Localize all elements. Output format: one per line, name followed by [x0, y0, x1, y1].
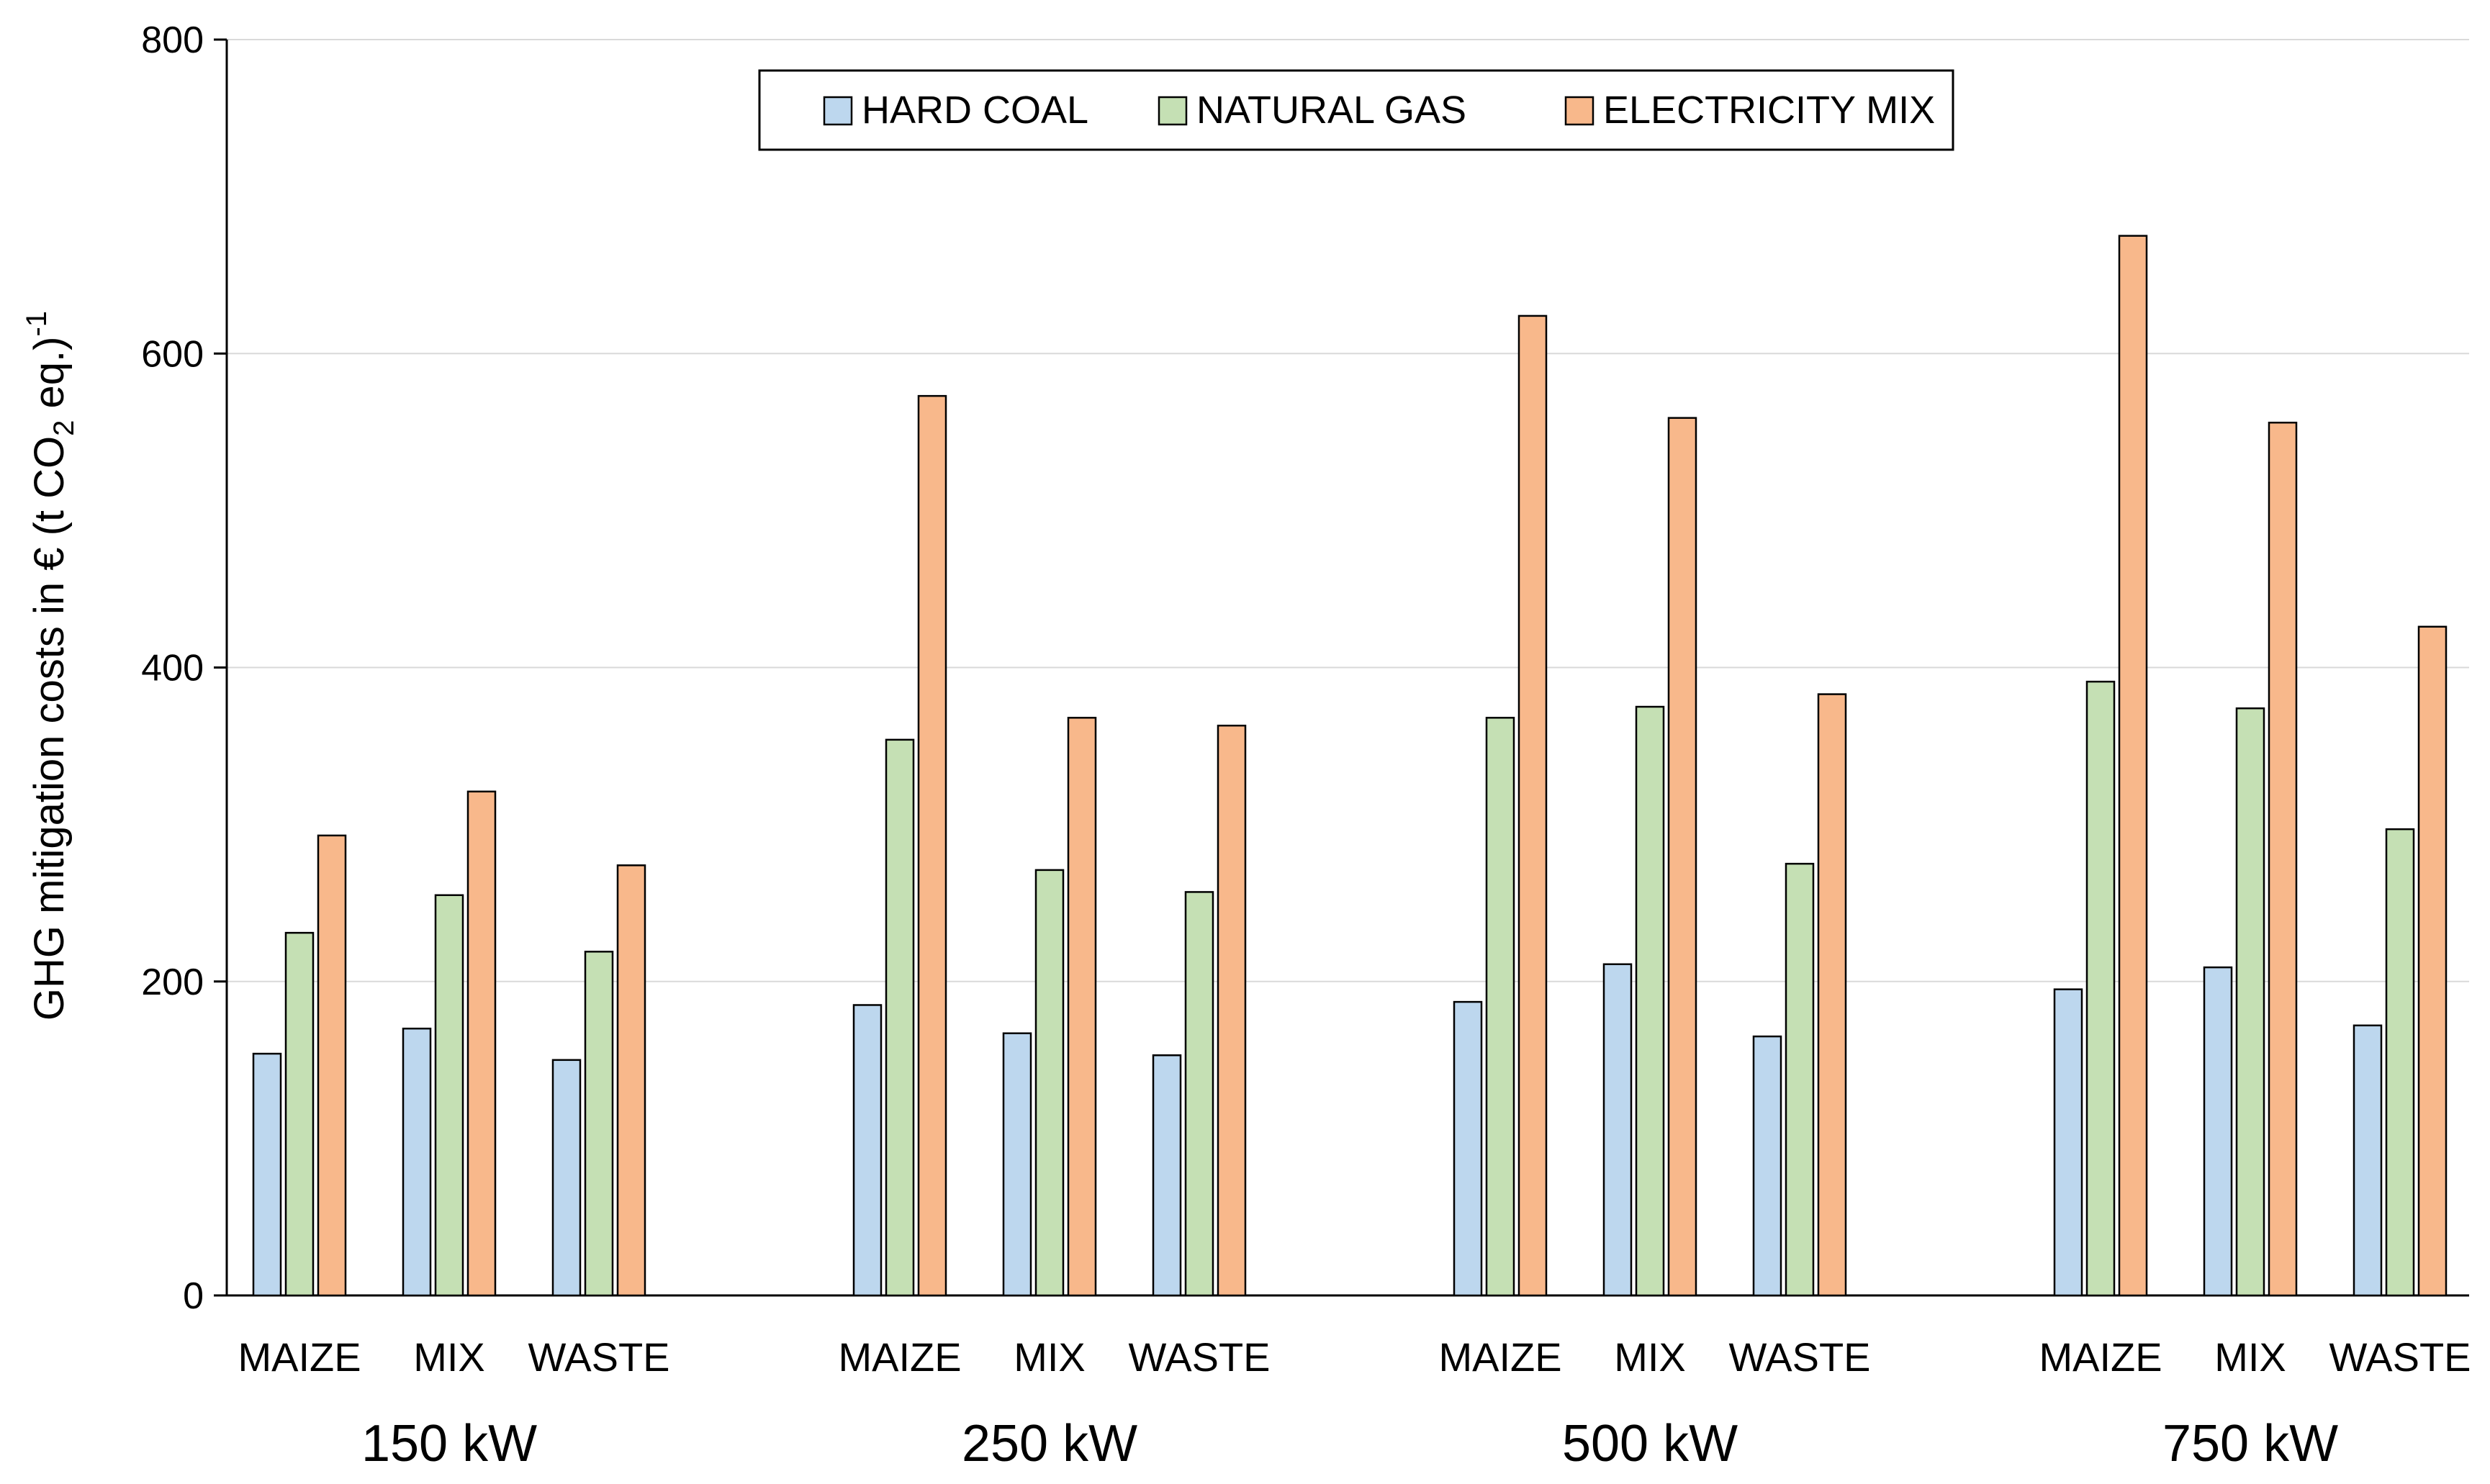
bar-natural-gas	[885, 738, 915, 1297]
bar-natural-gas	[2085, 680, 2116, 1297]
bar-hard-coal	[1752, 1035, 1782, 1297]
category-label: WASTE	[528, 1334, 669, 1380]
y-axis-label-middle: eq.)	[26, 337, 73, 420]
bar-hard-coal	[852, 1004, 883, 1297]
bar-electricity-mix	[917, 394, 947, 1297]
bar-hard-coal	[2203, 966, 2233, 1297]
category-label: MIX	[413, 1334, 485, 1380]
bar-electricity-mix	[2417, 625, 2448, 1297]
category-label: MIX	[1614, 1334, 1686, 1380]
bar-natural-gas	[2385, 828, 2415, 1297]
bar-hard-coal	[1152, 1054, 1182, 1297]
bar-natural-gas	[1785, 862, 1815, 1297]
category-label: MIX	[2214, 1334, 2286, 1380]
bar-natural-gas	[2235, 707, 2265, 1297]
bar-hard-coal	[1602, 963, 1633, 1297]
category-label: MIX	[1014, 1334, 1086, 1380]
y-axis-label-prefix: GHG mitigation costs in € (t CO	[26, 436, 73, 1021]
bar-natural-gas	[1034, 869, 1065, 1297]
y-tick-label: 0	[183, 1275, 204, 1317]
bar-electricity-mix	[317, 834, 347, 1297]
bar-electricity-mix	[2268, 421, 2298, 1297]
bar-hard-coal	[2053, 988, 2083, 1297]
group-label: 250 kW	[962, 1415, 1137, 1472]
bar-hard-coal	[1453, 1000, 1483, 1297]
bar-natural-gas	[284, 931, 315, 1297]
category-label: MAIZE	[2039, 1334, 2162, 1380]
bar-natural-gas	[1184, 891, 1214, 1297]
y-tick-label: 600	[141, 333, 204, 375]
y-axis-label: GHG mitigation costs in € (t CO2 eq.)-1	[21, 311, 80, 1021]
legend-box	[758, 69, 1954, 151]
bar-electricity-mix	[1067, 717, 1097, 1297]
legend-swatch	[1158, 96, 1188, 126]
bars	[252, 235, 2448, 1297]
bar-hard-coal	[402, 1027, 432, 1297]
bar-natural-gas	[584, 951, 614, 1297]
category-label: WASTE	[2329, 1334, 2471, 1380]
legend-label: HARD COAL	[862, 89, 1088, 132]
y-tick-label: 800	[141, 19, 204, 61]
bar-natural-gas	[1635, 705, 1665, 1297]
legend-label: ELECTRICITY MIX	[1603, 89, 1935, 132]
y-tick-label: 400	[141, 648, 204, 689]
bar-electricity-mix	[466, 790, 497, 1297]
bar-electricity-mix	[1217, 724, 1247, 1297]
bar-electricity-mix	[1517, 315, 1548, 1297]
category-label: MAIZE	[838, 1334, 961, 1380]
bar-hard-coal	[252, 1052, 282, 1297]
bar-hard-coal	[2353, 1024, 2383, 1297]
bar-electricity-mix	[1667, 417, 1697, 1297]
bar-hard-coal	[1002, 1032, 1032, 1297]
legend: HARD COAL NATURAL GAS ELECTRICITY MIX	[758, 69, 1954, 151]
y-axis-label-superscript: -1	[21, 311, 53, 337]
category-label: WASTE	[1728, 1334, 1870, 1380]
bar-electricity-mix	[2118, 235, 2148, 1297]
group-label: 150 kW	[361, 1415, 537, 1472]
group-label: 500 kW	[1562, 1415, 1738, 1472]
category-label: WASTE	[1128, 1334, 1270, 1380]
group-label: 750 kW	[2162, 1415, 2338, 1472]
category-label: MAIZE	[1438, 1334, 1561, 1380]
legend-swatch	[823, 96, 853, 126]
bar-electricity-mix	[616, 864, 646, 1297]
y-ticks: 0 200 400 600 800	[141, 19, 227, 1317]
legend-swatch	[1564, 96, 1594, 126]
y-tick-label: 200	[141, 962, 204, 1003]
legend-label: NATURAL GAS	[1196, 89, 1466, 132]
bar-natural-gas	[1485, 717, 1515, 1297]
category-label: MAIZE	[238, 1334, 361, 1380]
bar-electricity-mix	[1817, 693, 1847, 1297]
bar-natural-gas	[434, 894, 464, 1297]
bar-hard-coal	[551, 1059, 582, 1297]
y-axis-label-subscript: 2	[48, 420, 80, 436]
